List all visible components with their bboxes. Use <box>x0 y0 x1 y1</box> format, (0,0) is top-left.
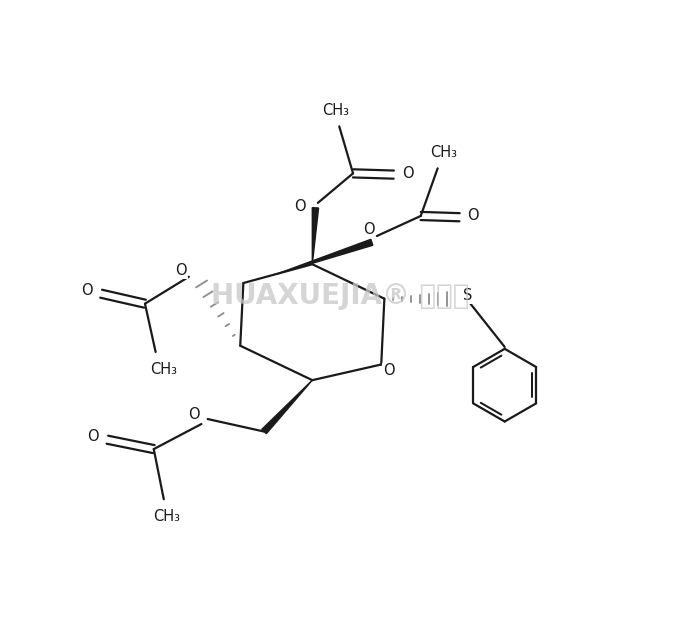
Text: O: O <box>383 363 394 378</box>
Polygon shape <box>278 239 373 274</box>
Text: CH₃: CH₃ <box>430 145 458 160</box>
Text: O: O <box>363 222 375 237</box>
Text: CH₃: CH₃ <box>153 509 180 525</box>
Text: O: O <box>468 208 479 224</box>
Text: O: O <box>81 283 93 298</box>
Text: S: S <box>463 288 473 303</box>
Text: O: O <box>188 406 200 422</box>
Text: CH₃: CH₃ <box>323 104 349 118</box>
Text: O: O <box>176 263 187 278</box>
Text: O: O <box>87 429 99 444</box>
Polygon shape <box>313 208 319 264</box>
Text: O: O <box>402 166 413 181</box>
Text: O: O <box>295 199 306 214</box>
Text: CH₃: CH₃ <box>150 362 176 377</box>
Polygon shape <box>262 380 313 434</box>
Text: HUAXUEJIA® 化学加: HUAXUEJIA® 化学加 <box>211 281 470 310</box>
